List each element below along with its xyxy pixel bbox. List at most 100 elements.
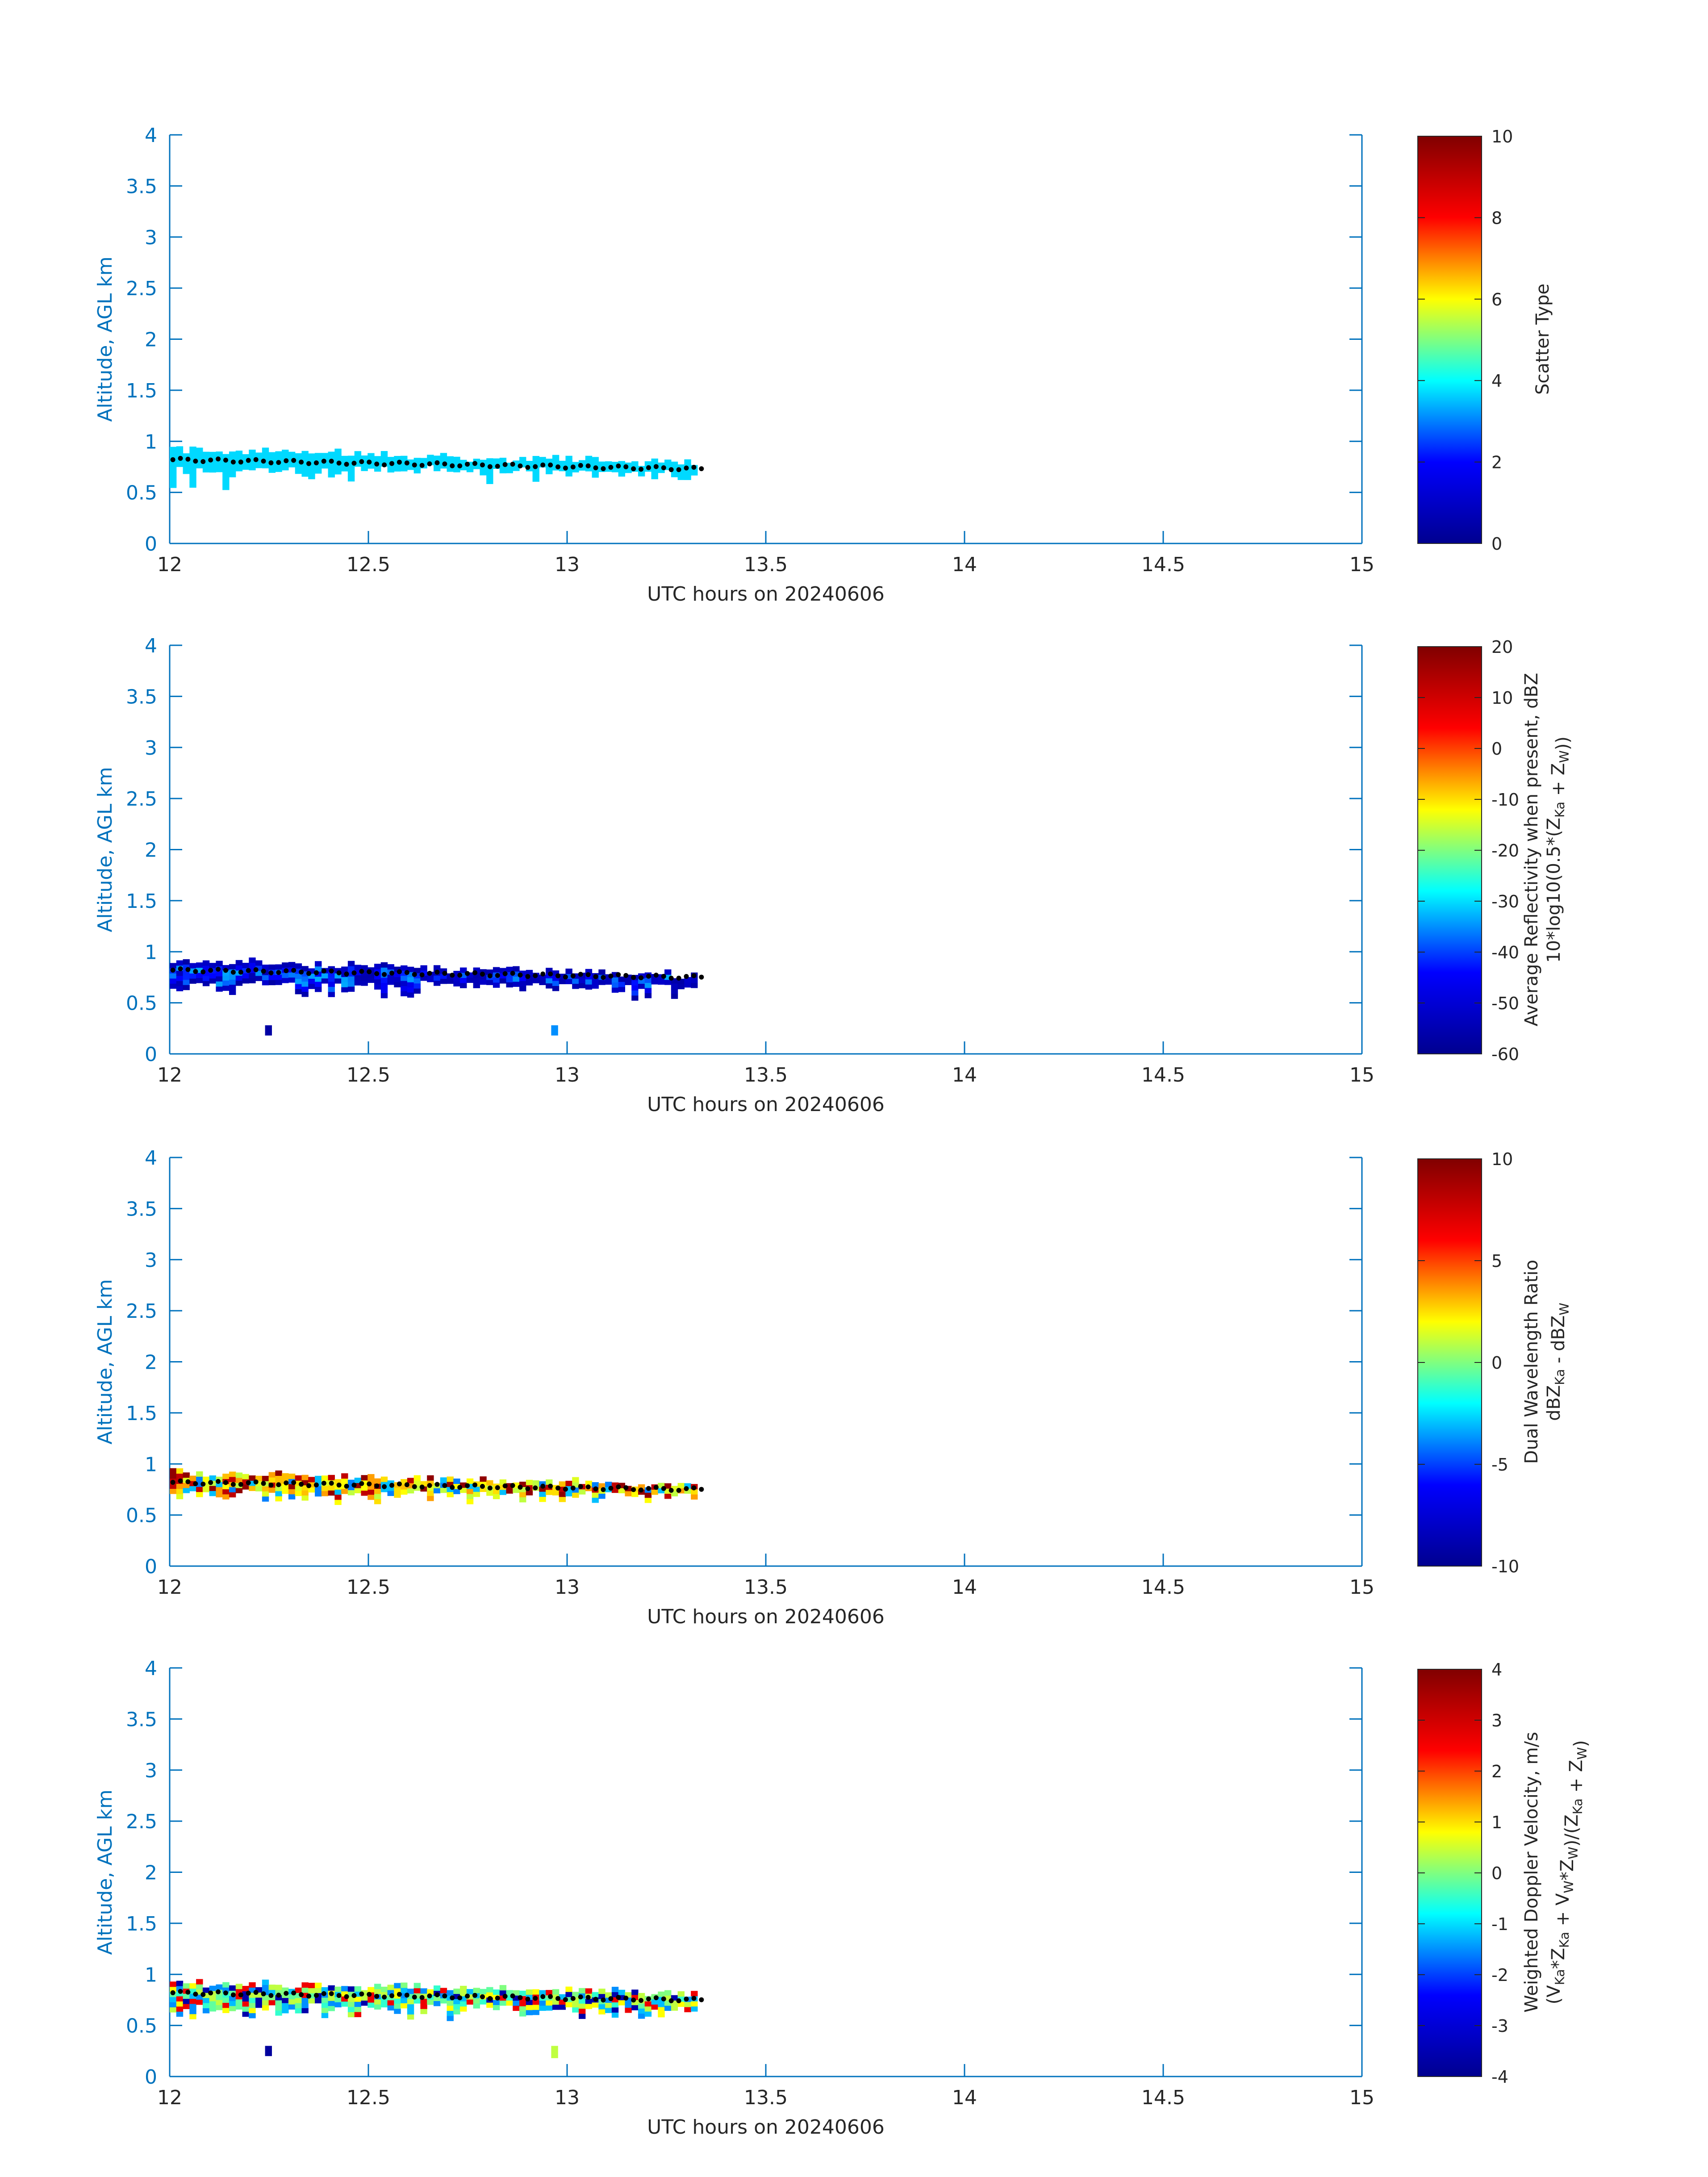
heatmap-cell bbox=[282, 1997, 289, 2003]
heatmap-cell bbox=[691, 1489, 698, 1495]
heatmap-cell bbox=[611, 1987, 619, 1993]
heatmap-cell bbox=[275, 1486, 282, 1492]
colorbar-tick-label: 3 bbox=[1491, 1711, 1502, 1730]
cloud-base-point bbox=[200, 1481, 206, 1487]
heatmap-cell bbox=[328, 1485, 335, 1491]
cloud-base-point bbox=[585, 1484, 591, 1490]
heatmap-cell bbox=[546, 1489, 553, 1495]
cloud-base-point bbox=[653, 464, 659, 469]
heatmap-cell bbox=[189, 1983, 196, 1989]
heatmap-cell bbox=[440, 1998, 447, 2004]
heatmap-cell bbox=[242, 1996, 249, 2002]
heatmap-cell bbox=[301, 986, 309, 992]
cloud-base-point bbox=[548, 1483, 553, 1489]
heatmap-cell bbox=[295, 463, 302, 469]
heatmap-cell bbox=[235, 1984, 243, 1989]
heatmap-cell bbox=[493, 1989, 500, 1995]
heatmap-cell bbox=[413, 1480, 421, 1486]
heatmap-cell bbox=[328, 451, 335, 457]
x-tick-label: 13.5 bbox=[744, 1576, 788, 1599]
cloud-base-point bbox=[284, 1991, 289, 1996]
y-tick-label: 1 bbox=[145, 430, 157, 453]
heatmap-cell bbox=[506, 2000, 513, 2006]
cloud-base-point bbox=[404, 970, 409, 975]
heatmap-cell bbox=[427, 1999, 434, 2005]
cloud-base-point bbox=[585, 463, 591, 468]
x-tick-label: 14.5 bbox=[1141, 553, 1185, 576]
cloud-base-point bbox=[351, 970, 357, 976]
y-tick-label: 3.5 bbox=[126, 175, 157, 198]
heatmap-cell bbox=[433, 975, 441, 981]
heatmap-cell bbox=[202, 1476, 210, 1482]
cloud-base-point bbox=[382, 1994, 387, 2000]
cloud-base-point bbox=[299, 969, 304, 975]
heatmap-cell bbox=[288, 451, 296, 457]
cloud-base-point bbox=[253, 1990, 259, 1995]
cloud-base-point bbox=[570, 1996, 576, 2001]
heatmap-cell bbox=[592, 1482, 599, 1488]
x-tick-label: 13 bbox=[555, 553, 580, 576]
heatmap-cell bbox=[249, 449, 256, 455]
heatmap-cell bbox=[565, 1480, 572, 1486]
cloud-base-point bbox=[344, 462, 349, 467]
heatmap-cell bbox=[526, 969, 533, 975]
colorbar-label: dBZKa - dBZW bbox=[1544, 1303, 1572, 1421]
heatmap-cell bbox=[183, 1488, 190, 1493]
heatmap-cell bbox=[638, 2003, 645, 2009]
cloud-base-point bbox=[639, 1488, 644, 1493]
heatmap-cell bbox=[189, 2009, 196, 2014]
colorbar-tick-label: 2 bbox=[1491, 1762, 1502, 1781]
heatmap-cell bbox=[170, 1997, 177, 2002]
cloud-base-point bbox=[563, 465, 568, 471]
cloud-base-point bbox=[570, 973, 576, 978]
cloud-base-point bbox=[585, 972, 591, 978]
cloud-base-point bbox=[555, 973, 561, 978]
heatmap-cell bbox=[585, 979, 593, 985]
heatmap-cell bbox=[401, 1997, 408, 2003]
colorbar-tick-label: 10 bbox=[1491, 127, 1513, 146]
heatmap-cell bbox=[315, 1486, 322, 1492]
heatmap-cell bbox=[565, 471, 572, 476]
cloud-base-point bbox=[359, 1991, 364, 1997]
heatmap-cell bbox=[480, 1989, 487, 1994]
heatmap-cell bbox=[493, 1494, 500, 1500]
heatmap-cell bbox=[196, 1471, 203, 1477]
x-axis-label: UTC hours on 20240606 bbox=[647, 1093, 885, 1116]
heatmap-cell bbox=[401, 466, 408, 472]
x-tick-label: 12.5 bbox=[347, 553, 390, 576]
heatmap-cell bbox=[262, 1985, 269, 1990]
cloud-base-point bbox=[367, 969, 372, 974]
heatmap-cell bbox=[295, 1485, 302, 1491]
heatmap-cell bbox=[611, 987, 619, 993]
heatmap-cell bbox=[315, 453, 322, 459]
cloud-base-point bbox=[691, 973, 697, 978]
cloud-base-point bbox=[502, 1993, 508, 1999]
cloud-base-point bbox=[540, 1994, 546, 1999]
heatmap-cell bbox=[433, 965, 441, 971]
cloud-base-point bbox=[419, 463, 425, 468]
heatmap-cell bbox=[328, 472, 335, 478]
heatmap-cell bbox=[189, 467, 196, 472]
heatmap-cell bbox=[592, 978, 599, 984]
heatmap-cell bbox=[229, 2006, 236, 2011]
heatmap-cell bbox=[176, 461, 184, 467]
heatmap-cell bbox=[347, 981, 355, 987]
heatmap-cell bbox=[295, 1997, 302, 2003]
colorbar-tick-label: -60 bbox=[1491, 1045, 1519, 1064]
cloud-base-point bbox=[178, 455, 183, 461]
cloud-base-point bbox=[465, 971, 470, 976]
heatmap-cell bbox=[347, 2002, 355, 2007]
cloud-base-point bbox=[313, 460, 319, 465]
cloud-base-point bbox=[578, 1994, 583, 2000]
heatmap-cell bbox=[625, 1491, 632, 1496]
cloud-base-point bbox=[276, 460, 281, 465]
heatmap-cell bbox=[334, 1986, 342, 1992]
heatmap-cell bbox=[268, 467, 276, 473]
heatmap-cell bbox=[598, 979, 606, 985]
cloud-base-point bbox=[412, 1484, 417, 1489]
cloud-base-point bbox=[351, 1483, 357, 1488]
heatmap-cell bbox=[328, 2006, 335, 2011]
cloud-base-point bbox=[495, 1485, 500, 1490]
heatmap-cell bbox=[170, 978, 177, 984]
cloud-base-point bbox=[200, 969, 206, 974]
